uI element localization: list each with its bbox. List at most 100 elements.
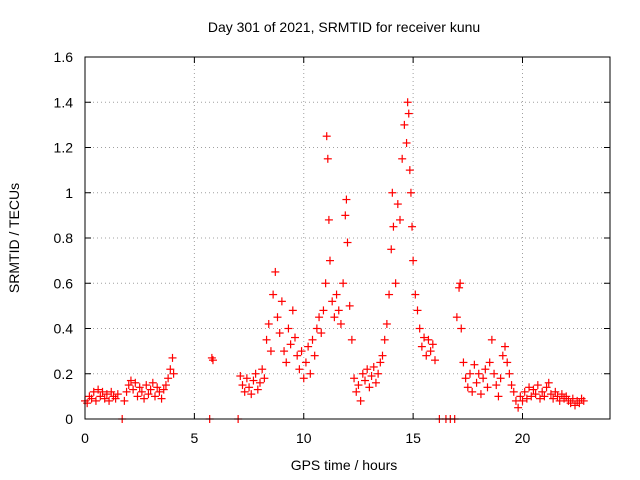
data-point: [144, 390, 153, 399]
data-point: [400, 120, 409, 129]
x-axis-label: GPS time / hours: [291, 457, 398, 473]
data-point: [413, 306, 422, 315]
data-point: [452, 313, 461, 322]
data-point: [166, 365, 175, 374]
data-point: [343, 238, 352, 247]
data-point: [367, 372, 376, 381]
data-point: [332, 290, 341, 299]
data-point: [352, 387, 361, 396]
data-point: [280, 347, 289, 356]
data-point: [131, 378, 140, 387]
data-point: [120, 396, 129, 405]
data-point: [339, 279, 348, 288]
data-point: [492, 381, 501, 390]
data-point: [562, 392, 571, 401]
y-tick-label: 0: [65, 411, 73, 427]
data-point: [549, 394, 558, 403]
y-axis-label: SRMTID / TECUs: [6, 183, 22, 293]
data-point: [157, 394, 166, 403]
data-point: [275, 329, 284, 338]
data-point: [354, 381, 363, 390]
data-point: [411, 290, 420, 299]
data-point: [262, 335, 271, 344]
data-point: [459, 358, 468, 367]
data-point: [111, 394, 120, 403]
data-point: [161, 381, 170, 390]
data-point: [358, 369, 367, 378]
data-point: [479, 374, 488, 383]
data-point: [389, 222, 398, 231]
y-tick-label: 0.4: [54, 321, 74, 337]
data-point: [126, 376, 135, 385]
data-point: [321, 279, 330, 288]
data-point: [107, 387, 116, 396]
data-point: [102, 390, 111, 399]
data-point: [540, 392, 549, 401]
data-point: [293, 351, 302, 360]
data-point: [408, 222, 417, 231]
data-point: [282, 358, 291, 367]
data-point: [374, 369, 383, 378]
data-point: [455, 283, 464, 292]
data-point: [461, 374, 470, 383]
data-point: [301, 358, 310, 367]
data-point: [522, 394, 531, 403]
data-point: [148, 378, 157, 387]
data-point: [514, 403, 523, 412]
data-point: [518, 396, 527, 405]
data-point: [566, 399, 575, 408]
data-point: [391, 279, 400, 288]
data-point: [571, 401, 579, 410]
chart-title: Day 301 of 2021, SRMTID for receiver kun…: [208, 19, 480, 35]
data-point: [456, 279, 465, 288]
data-point: [542, 383, 551, 392]
data-point: [140, 394, 149, 403]
data-point: [308, 335, 317, 344]
data-point: [575, 399, 584, 408]
data-point: [361, 376, 369, 385]
data-point: [509, 387, 518, 396]
data-point: [153, 383, 162, 392]
data-point: [260, 374, 269, 383]
data-point: [135, 383, 144, 392]
data-point: [297, 347, 306, 356]
data-point: [324, 215, 333, 224]
y-tick-label: 1.4: [54, 94, 74, 110]
data-point: [457, 324, 466, 333]
data-point: [342, 195, 351, 204]
data-point: [420, 333, 429, 342]
data-point: [496, 374, 505, 383]
data-point: [472, 378, 481, 387]
data-point: [336, 319, 345, 328]
data-point: [247, 390, 256, 399]
data-point: [94, 385, 103, 394]
data-point: [468, 387, 477, 396]
data-point: [295, 365, 304, 374]
data-point: [538, 387, 547, 396]
grid: [85, 57, 610, 419]
data-point: [363, 365, 372, 374]
data-point: [328, 297, 337, 306]
data-point: [405, 166, 414, 175]
data-point: [494, 392, 503, 401]
data-point: [385, 290, 394, 299]
data-point: [323, 154, 332, 163]
data-point: [124, 381, 133, 390]
data-point: [376, 358, 385, 367]
data-point: [422, 351, 431, 360]
data-point: [533, 381, 542, 390]
data-point: [388, 188, 397, 197]
data-point: [317, 329, 326, 338]
data-point: [505, 369, 514, 378]
data-point: [142, 381, 151, 390]
data-point: [258, 365, 267, 374]
data-point: [546, 390, 555, 399]
data-point: [113, 390, 122, 399]
data-point: [487, 335, 496, 344]
data-point: [315, 313, 324, 322]
data-point: [242, 374, 251, 383]
data-point: [555, 396, 564, 405]
data-point: [536, 394, 544, 403]
data-point: [557, 390, 566, 399]
